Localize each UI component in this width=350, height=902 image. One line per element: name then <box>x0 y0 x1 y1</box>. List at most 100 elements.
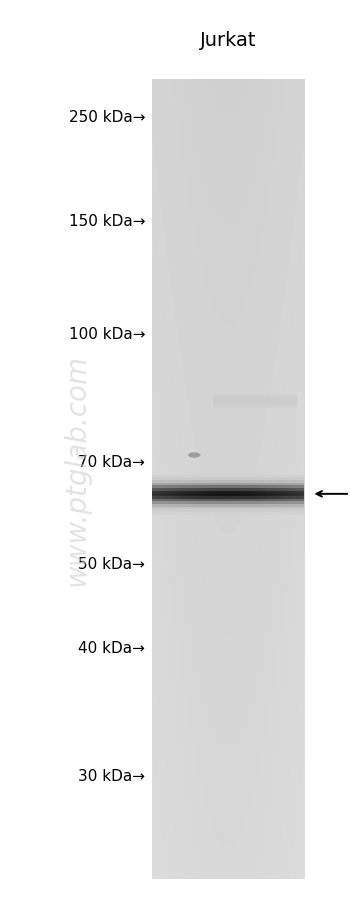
Bar <box>167 499 169 502</box>
Bar <box>226 512 228 515</box>
Bar <box>234 510 236 512</box>
Bar <box>181 496 183 499</box>
Bar <box>232 483 234 485</box>
Bar <box>211 481 213 483</box>
Bar <box>232 504 234 507</box>
Bar <box>156 512 158 515</box>
Bar <box>261 507 262 510</box>
Bar <box>244 496 245 499</box>
Bar <box>158 481 160 483</box>
Bar <box>215 502 217 504</box>
Bar <box>217 502 219 504</box>
Bar <box>209 496 211 499</box>
Bar <box>242 475 244 478</box>
Bar <box>291 481 293 483</box>
Bar <box>152 491 154 493</box>
Bar <box>184 499 187 502</box>
Bar <box>198 483 200 485</box>
Bar <box>181 488 183 491</box>
Bar <box>196 475 198 478</box>
Bar <box>194 496 196 499</box>
Bar <box>204 507 205 510</box>
Bar <box>187 491 188 493</box>
Bar <box>166 499 167 502</box>
Bar <box>253 481 255 483</box>
Bar <box>272 488 274 491</box>
Bar <box>154 483 156 485</box>
Bar <box>293 510 295 512</box>
Bar <box>196 502 198 504</box>
Bar <box>160 504 162 507</box>
Bar <box>301 504 303 507</box>
Bar <box>232 481 234 483</box>
Bar <box>295 507 297 510</box>
Bar <box>181 483 183 485</box>
Bar <box>234 491 236 493</box>
Bar <box>181 512 183 515</box>
Bar <box>265 475 266 478</box>
Bar <box>228 478 230 480</box>
Bar <box>265 481 266 483</box>
Bar <box>230 481 232 483</box>
Bar <box>253 510 255 512</box>
Bar <box>226 504 228 507</box>
Bar <box>184 504 187 507</box>
Bar <box>293 512 295 515</box>
Bar <box>265 507 266 510</box>
Bar <box>204 488 205 491</box>
Bar <box>204 496 205 499</box>
Bar <box>244 493 245 496</box>
Bar <box>192 483 194 485</box>
Bar <box>160 499 162 502</box>
Bar <box>289 475 291 478</box>
Bar <box>225 507 226 510</box>
Bar <box>293 496 295 499</box>
Bar <box>303 507 304 510</box>
Bar <box>251 483 253 485</box>
Bar <box>253 483 255 485</box>
Text: 30 kDa→: 30 kDa→ <box>78 769 145 783</box>
Bar <box>166 481 167 483</box>
Bar <box>177 510 179 512</box>
Bar <box>236 483 238 485</box>
Bar <box>301 485 303 488</box>
Bar <box>226 481 228 483</box>
Bar <box>289 502 291 504</box>
Bar <box>154 491 156 493</box>
Bar <box>268 499 270 502</box>
Bar <box>230 504 232 507</box>
Bar <box>202 510 204 512</box>
Bar <box>192 496 194 499</box>
Bar <box>177 496 179 499</box>
Bar <box>184 496 187 499</box>
Bar <box>259 499 261 502</box>
Bar <box>289 493 291 496</box>
Bar <box>179 478 181 480</box>
Bar <box>234 478 236 480</box>
Bar <box>276 478 278 480</box>
Bar <box>177 512 179 515</box>
Bar <box>187 512 188 515</box>
Bar <box>211 496 213 499</box>
Bar <box>240 475 242 478</box>
Bar <box>215 499 217 502</box>
Bar <box>286 512 287 515</box>
Bar <box>257 512 259 515</box>
Bar <box>208 507 209 510</box>
Bar <box>226 507 228 510</box>
Bar <box>253 496 255 499</box>
Bar <box>274 499 276 502</box>
Bar <box>219 510 221 512</box>
Bar <box>225 493 226 496</box>
Bar <box>187 510 188 512</box>
Bar <box>293 507 295 510</box>
Bar <box>303 478 304 480</box>
Bar <box>297 504 299 507</box>
Bar <box>255 502 257 504</box>
Bar <box>156 507 158 510</box>
Bar <box>209 481 211 483</box>
Bar <box>156 491 158 493</box>
Bar <box>249 499 251 502</box>
Bar <box>261 499 262 502</box>
Bar <box>266 478 268 480</box>
